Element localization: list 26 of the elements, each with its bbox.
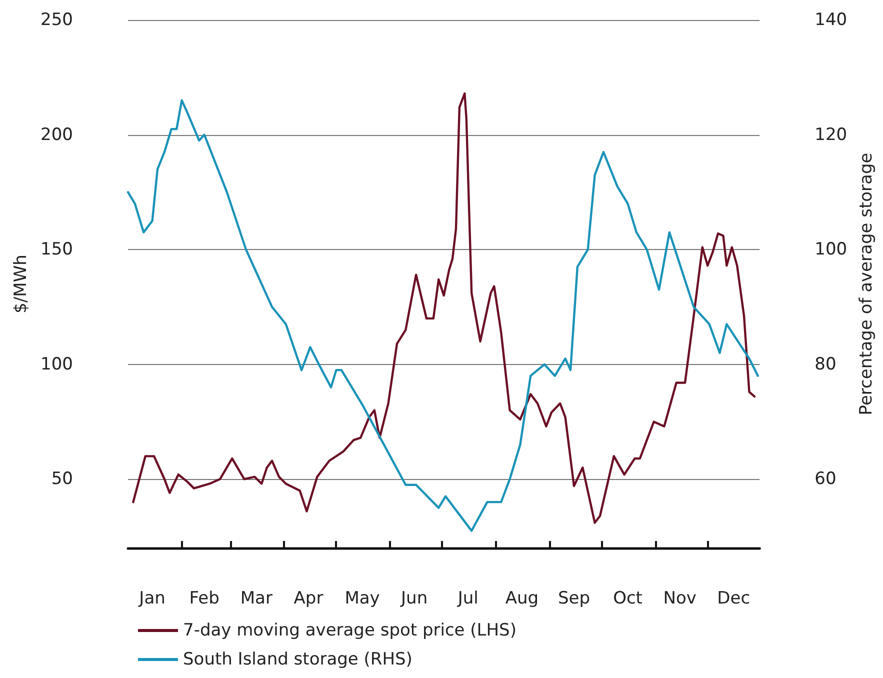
x-tick-label: Mar — [240, 588, 272, 608]
x-tick-label: May — [344, 588, 380, 608]
y-tick-label: 150 — [40, 240, 73, 260]
x-tick-label: Feb — [189, 588, 220, 608]
y-tick-label: 200 — [40, 124, 73, 145]
x-tick-label: Oct — [613, 588, 643, 608]
legend-label: 7-day moving average spot price (LHS) — [183, 620, 516, 640]
y2-axis-title: Percentage of average storage — [856, 152, 876, 416]
y-axis-title: $/MWh — [11, 254, 32, 314]
x-tick-label: Jun — [400, 588, 428, 608]
y-tick-label: 50 — [51, 469, 73, 490]
x-tick-label: Sep — [558, 588, 590, 608]
x-tick-label: Apr — [294, 588, 324, 608]
y2-tick-label: 120 — [814, 124, 848, 145]
y-tick-label: 250 — [40, 10, 73, 30]
y-tick-label: 100 — [40, 354, 73, 374]
x-tick-label: Jan — [138, 588, 166, 608]
y2-tick-label: 60 — [814, 469, 836, 490]
x-tick-label: Jul — [456, 588, 478, 608]
legend-label: South Island storage (RHS) — [183, 650, 412, 670]
x-tick-label: Nov — [663, 588, 696, 608]
y2-tick-label: 140 — [814, 10, 848, 30]
y2-tick-label: 80 — [814, 354, 836, 374]
x-tick-label: Aug — [505, 588, 539, 608]
x-tick-label: Dec — [717, 588, 750, 608]
y2-tick-label: 100 — [814, 240, 848, 260]
